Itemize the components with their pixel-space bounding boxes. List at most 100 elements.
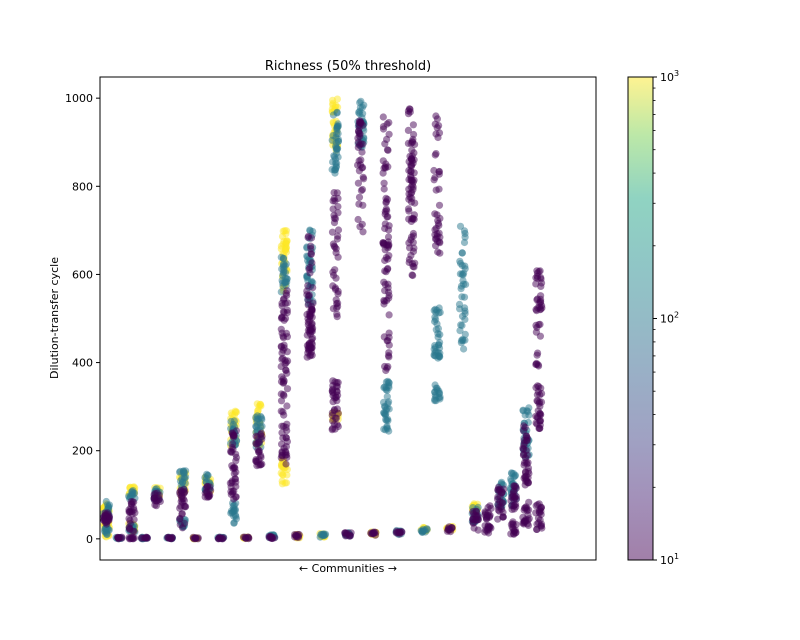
data-point <box>411 140 419 148</box>
data-point <box>435 201 444 209</box>
data-point <box>524 479 532 487</box>
data-point <box>404 205 413 213</box>
data-point <box>165 534 173 542</box>
data-point <box>461 262 469 270</box>
data-point <box>280 266 288 274</box>
data-point <box>126 520 134 528</box>
data-point <box>180 497 188 505</box>
data-point <box>410 211 418 219</box>
data-point <box>433 115 441 123</box>
data-point <box>179 467 188 475</box>
data-point <box>456 305 464 313</box>
data-point <box>458 293 466 301</box>
data-point <box>382 416 391 424</box>
data-point <box>435 389 443 397</box>
data-point <box>410 130 418 139</box>
data-point <box>277 325 285 333</box>
data-point <box>534 397 542 405</box>
data-point <box>292 531 300 540</box>
data-point <box>409 271 417 280</box>
data-point <box>379 113 387 121</box>
data-point <box>382 194 390 202</box>
data-point <box>137 534 146 542</box>
data-point <box>308 344 316 352</box>
data-point <box>535 500 543 508</box>
colorbar-tick-label: 102 <box>660 311 679 326</box>
data-point <box>333 379 341 387</box>
data-point <box>334 391 342 399</box>
data-point <box>309 284 317 292</box>
data-point <box>309 227 317 236</box>
data-point <box>258 435 266 443</box>
y-axis: 0 200 400 600 800 1000 <box>65 92 100 546</box>
y-tick-label: 1000 <box>65 92 93 105</box>
data-point <box>328 228 337 236</box>
data-point <box>128 488 136 496</box>
data-point <box>472 515 480 524</box>
data-point <box>385 311 393 319</box>
data-point <box>227 483 235 491</box>
data-point <box>229 440 237 448</box>
data-point <box>203 471 212 480</box>
data-point <box>405 176 413 184</box>
data-point <box>309 299 317 307</box>
data-point <box>404 126 412 134</box>
data-point <box>227 490 235 498</box>
data-point <box>283 438 291 446</box>
data-point <box>283 348 291 356</box>
data-point <box>334 409 342 417</box>
data-point <box>253 417 261 425</box>
data-point <box>333 313 341 321</box>
data-point <box>230 433 238 441</box>
data-point <box>404 139 412 147</box>
data-point <box>461 315 469 323</box>
data-point <box>494 495 502 503</box>
data-point <box>332 149 341 157</box>
data-point <box>456 327 464 335</box>
data-point <box>520 436 528 444</box>
chart-title: Richness (50% threshold) <box>265 59 431 74</box>
data-point <box>329 96 337 104</box>
data-point <box>355 193 364 201</box>
data-point <box>384 284 392 292</box>
data-point <box>332 245 340 253</box>
data-point <box>331 284 339 292</box>
data-point <box>384 352 393 360</box>
data-point <box>279 308 287 316</box>
data-point <box>435 167 443 176</box>
data-point <box>460 269 468 277</box>
data-point <box>431 349 439 357</box>
data-point <box>483 511 491 519</box>
data-point <box>532 328 541 336</box>
data-point <box>279 254 288 263</box>
data-point <box>436 249 444 257</box>
data-point <box>179 478 187 486</box>
data-point <box>383 404 391 412</box>
data-point <box>383 393 391 401</box>
data-point <box>483 527 491 535</box>
data-point <box>283 402 291 410</box>
data-point <box>277 397 286 405</box>
data-point <box>537 510 545 519</box>
data-point <box>432 315 440 323</box>
data-point <box>385 378 393 387</box>
data-point <box>533 525 541 534</box>
data-point <box>520 461 528 469</box>
data-point <box>405 258 413 267</box>
data-point <box>418 527 426 535</box>
data-point <box>151 501 159 509</box>
data-point <box>379 157 387 165</box>
data-point <box>304 318 312 326</box>
data-point <box>382 366 390 375</box>
data-point <box>328 165 336 174</box>
data-point <box>334 226 343 234</box>
data-point <box>176 488 184 497</box>
data-point <box>332 274 340 282</box>
data-point <box>534 388 542 396</box>
data-point <box>536 306 544 314</box>
data-point <box>357 140 365 148</box>
data-point <box>305 292 313 300</box>
data-point <box>283 385 292 393</box>
data-point <box>354 134 362 142</box>
